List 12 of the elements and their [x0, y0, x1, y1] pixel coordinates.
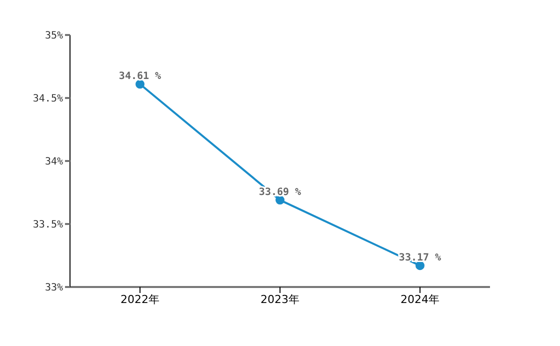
- x-tick-label: 2023年: [260, 292, 300, 306]
- y-tick-label: 34%: [44, 156, 63, 168]
- y-tick-label: 33%: [44, 282, 63, 294]
- data-label: 34.61 %: [118, 71, 162, 82]
- y-tick-label: 34.5%: [32, 94, 63, 105]
- y-tick-label: 33.5%: [32, 220, 63, 231]
- y-tick-label: 35%: [44, 30, 63, 42]
- x-tick-label: 2024年: [400, 292, 440, 306]
- point: [276, 196, 284, 205]
- point: [416, 261, 424, 270]
- x-tick-label: 2022年: [120, 292, 160, 306]
- point: [136, 80, 144, 89]
